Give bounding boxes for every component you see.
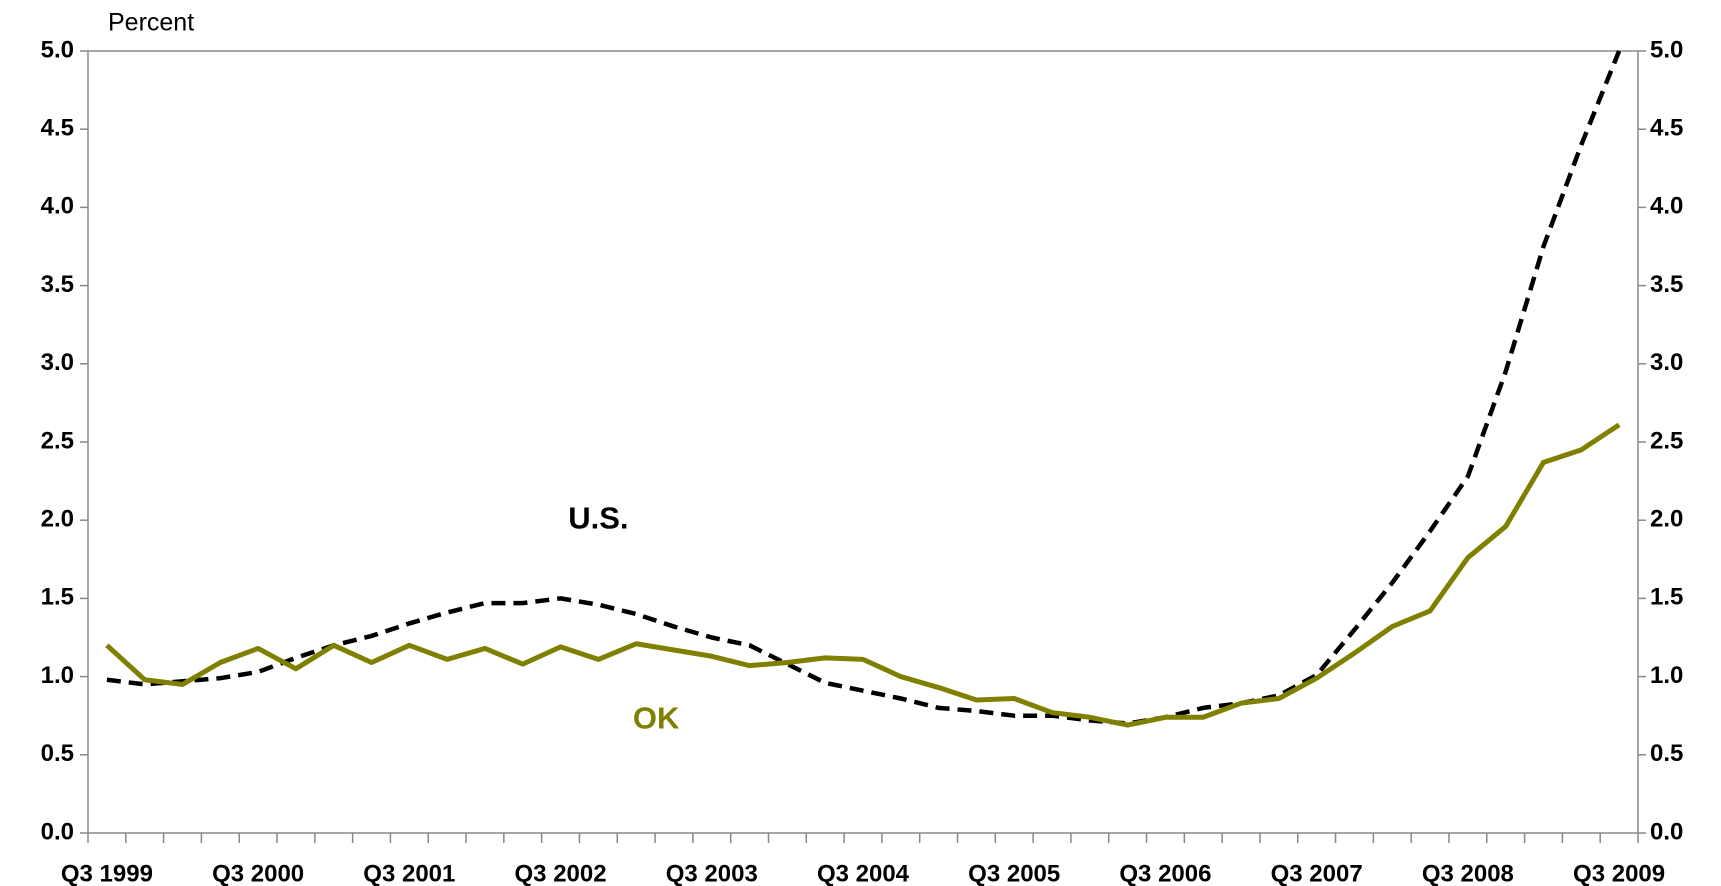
- y2-tick-label: 1.5: [1650, 584, 1683, 611]
- x-tick-label: Q3 2006: [1119, 860, 1211, 886]
- y2-tick-label: 0.0: [1650, 818, 1683, 845]
- y-tick-label: 0.0: [41, 818, 74, 845]
- x-tick-label: Q3 2008: [1422, 860, 1514, 886]
- y-axis-label: Percent: [108, 9, 194, 37]
- series-line: [106, 50, 1622, 726]
- x-tick-label: Q3 2009: [1573, 860, 1665, 886]
- y-tick-label: 3.5: [41, 271, 74, 298]
- x-tick-label: Q3 2005: [968, 860, 1060, 886]
- series-line: [105, 422, 1621, 728]
- y2-tick-label: 4.5: [1650, 115, 1683, 142]
- series-label: OK: [633, 701, 680, 736]
- x-tick-label: Q3 2000: [212, 860, 304, 886]
- y-tick-label: 2.0: [41, 506, 74, 533]
- y2-tick-label: 5.0: [1650, 36, 1683, 63]
- y2-tick-label: 3.0: [1650, 349, 1683, 376]
- x-tick-label: Q3 2001: [363, 860, 455, 886]
- x-tick-label: Q3 2004: [817, 860, 910, 886]
- y-tick-label: 4.0: [41, 193, 74, 220]
- y2-tick-label: 4.0: [1650, 193, 1683, 220]
- y-tick-label: 1.0: [41, 662, 74, 689]
- x-tick-label: Q3 2002: [515, 860, 607, 886]
- y2-tick-label: 2.0: [1650, 506, 1683, 533]
- x-tick-label: Q3 1999: [61, 860, 153, 886]
- y2-tick-label: 1.0: [1650, 662, 1683, 689]
- plot-frame: [87, 50, 1639, 834]
- y-tick-label: 5.0: [41, 36, 74, 63]
- y-tick-label: 3.0: [41, 349, 74, 376]
- y-tick-label: 0.5: [41, 740, 74, 767]
- series-label: U.S.: [568, 500, 628, 535]
- y2-tick-label: 0.5: [1650, 740, 1683, 767]
- y-tick-label: 2.5: [41, 427, 74, 454]
- y2-tick-label: 3.5: [1650, 271, 1683, 298]
- y-tick-label: 4.5: [41, 115, 74, 142]
- x-tick-label: Q3 2003: [666, 860, 758, 886]
- y-tick-label: 1.5: [41, 584, 74, 611]
- x-tick-label: Q3 2007: [1271, 860, 1363, 886]
- y2-tick-label: 2.5: [1650, 427, 1683, 454]
